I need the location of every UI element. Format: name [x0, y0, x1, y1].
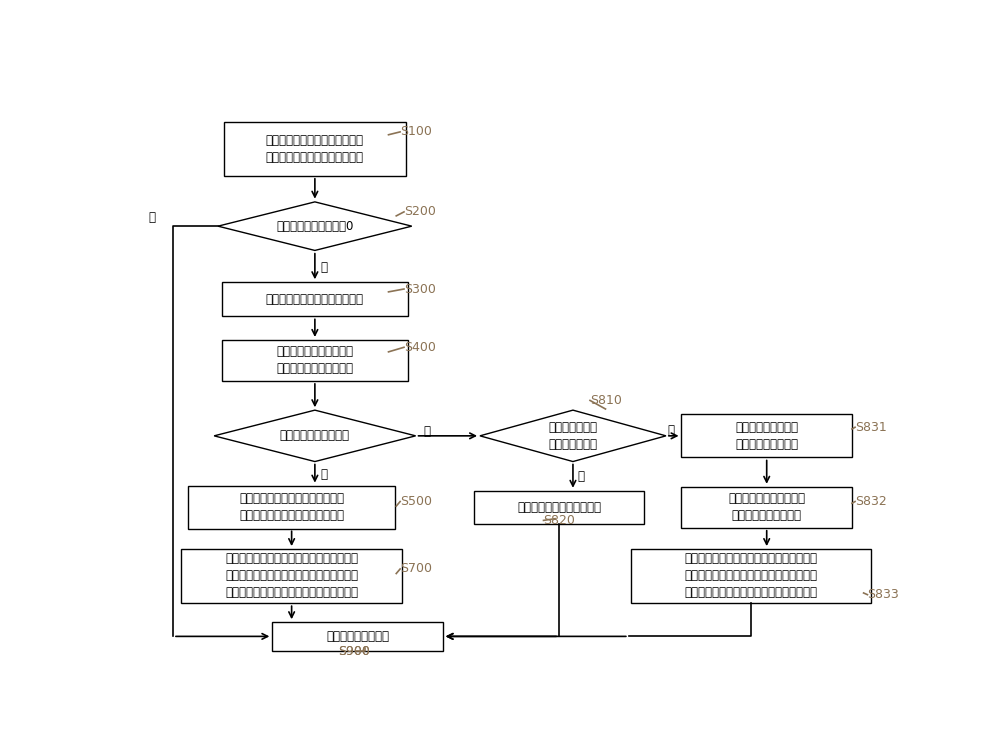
Text: S500: S500: [400, 495, 432, 508]
Text: 获取方向盘匀速转动过程
中所需要施加的转动力矩: 获取方向盘匀速转动过程 中所需要施加的转动力矩: [276, 346, 353, 375]
Polygon shape: [218, 202, 412, 251]
Text: 否: 否: [423, 425, 430, 439]
Text: 根据初始角度与第二转动补偿位置确定第二
转动终点位置，控制方向盘转动至第二转动
终点位置，使得方向盘反转后到达回正位置: 根据初始角度与第二转动补偿位置确定第二 转动终点位置，控制方向盘转动至第二转动 …: [685, 552, 818, 600]
FancyBboxPatch shape: [631, 548, 871, 603]
FancyBboxPatch shape: [188, 486, 395, 529]
FancyBboxPatch shape: [272, 622, 443, 651]
Text: 判断转动力矩是否减小: 判断转动力矩是否减小: [280, 430, 350, 442]
Text: S820: S820: [544, 514, 575, 527]
FancyBboxPatch shape: [181, 548, 402, 603]
Text: S700: S700: [400, 562, 432, 576]
Text: S100: S100: [400, 125, 432, 139]
Text: S833: S833: [867, 588, 899, 601]
Text: 否: 否: [320, 260, 327, 274]
FancyBboxPatch shape: [222, 282, 408, 316]
Text: 是: 是: [148, 211, 155, 224]
Text: 根据初始角度与第一转动补偿位置确定第一
转动终点位置，控制方向盘转动至第一转动
终点位置，使得方向盘反转后到达回正位置: 根据初始角度与第一转动补偿位置确定第一 转动终点位置，控制方向盘转动至第一转动 …: [225, 552, 358, 600]
Text: S832: S832: [855, 495, 887, 508]
Text: 判断转动力矩是
否超过设定阈值: 判断转动力矩是 否超过设定阈值: [548, 421, 597, 451]
FancyBboxPatch shape: [222, 340, 408, 381]
Text: S900: S900: [338, 646, 370, 658]
Text: 获取方向盘此时的位置，
记为第二转动补偿位置: 获取方向盘此时的位置， 记为第二转动补偿位置: [728, 492, 805, 522]
Text: S400: S400: [404, 341, 436, 354]
FancyBboxPatch shape: [474, 490, 644, 524]
Text: 控制方向盘转动至回正位置: 控制方向盘转动至回正位置: [517, 501, 601, 513]
Text: 是: 是: [320, 467, 327, 481]
FancyBboxPatch shape: [681, 487, 852, 528]
Text: S810: S810: [590, 394, 622, 407]
Text: 是: 是: [668, 424, 674, 437]
Polygon shape: [480, 410, 666, 462]
Text: 当转动力矩减小时，获取方向盘此
时的位置，记为第一转动补偿位置: 当转动力矩减小时，获取方向盘此 时的位置，记为第一转动补偿位置: [239, 492, 344, 522]
FancyBboxPatch shape: [224, 122, 406, 176]
Text: 判断初始角度是否等于0: 判断初始角度是否等于0: [276, 220, 354, 233]
Text: S300: S300: [404, 283, 436, 295]
Text: S200: S200: [404, 206, 436, 218]
Text: S900: S900: [338, 646, 370, 658]
Text: 获取方向盘在初始位置时与回正
位置之间的角度，记为初始角度: 获取方向盘在初始位置时与回正 位置之间的角度，记为初始角度: [266, 134, 364, 164]
Text: 控制方向盘向回正位置匀速转动: 控制方向盘向回正位置匀速转动: [266, 293, 364, 306]
FancyBboxPatch shape: [681, 415, 852, 457]
Text: S831: S831: [855, 421, 887, 434]
Text: 否: 否: [578, 470, 585, 483]
Text: 控制方向盘继续匀速
转动至转动力矩减小: 控制方向盘继续匀速 转动至转动力矩减小: [735, 421, 798, 451]
Polygon shape: [214, 410, 416, 462]
Text: 结束对方向盘的回正: 结束对方向盘的回正: [326, 630, 389, 643]
